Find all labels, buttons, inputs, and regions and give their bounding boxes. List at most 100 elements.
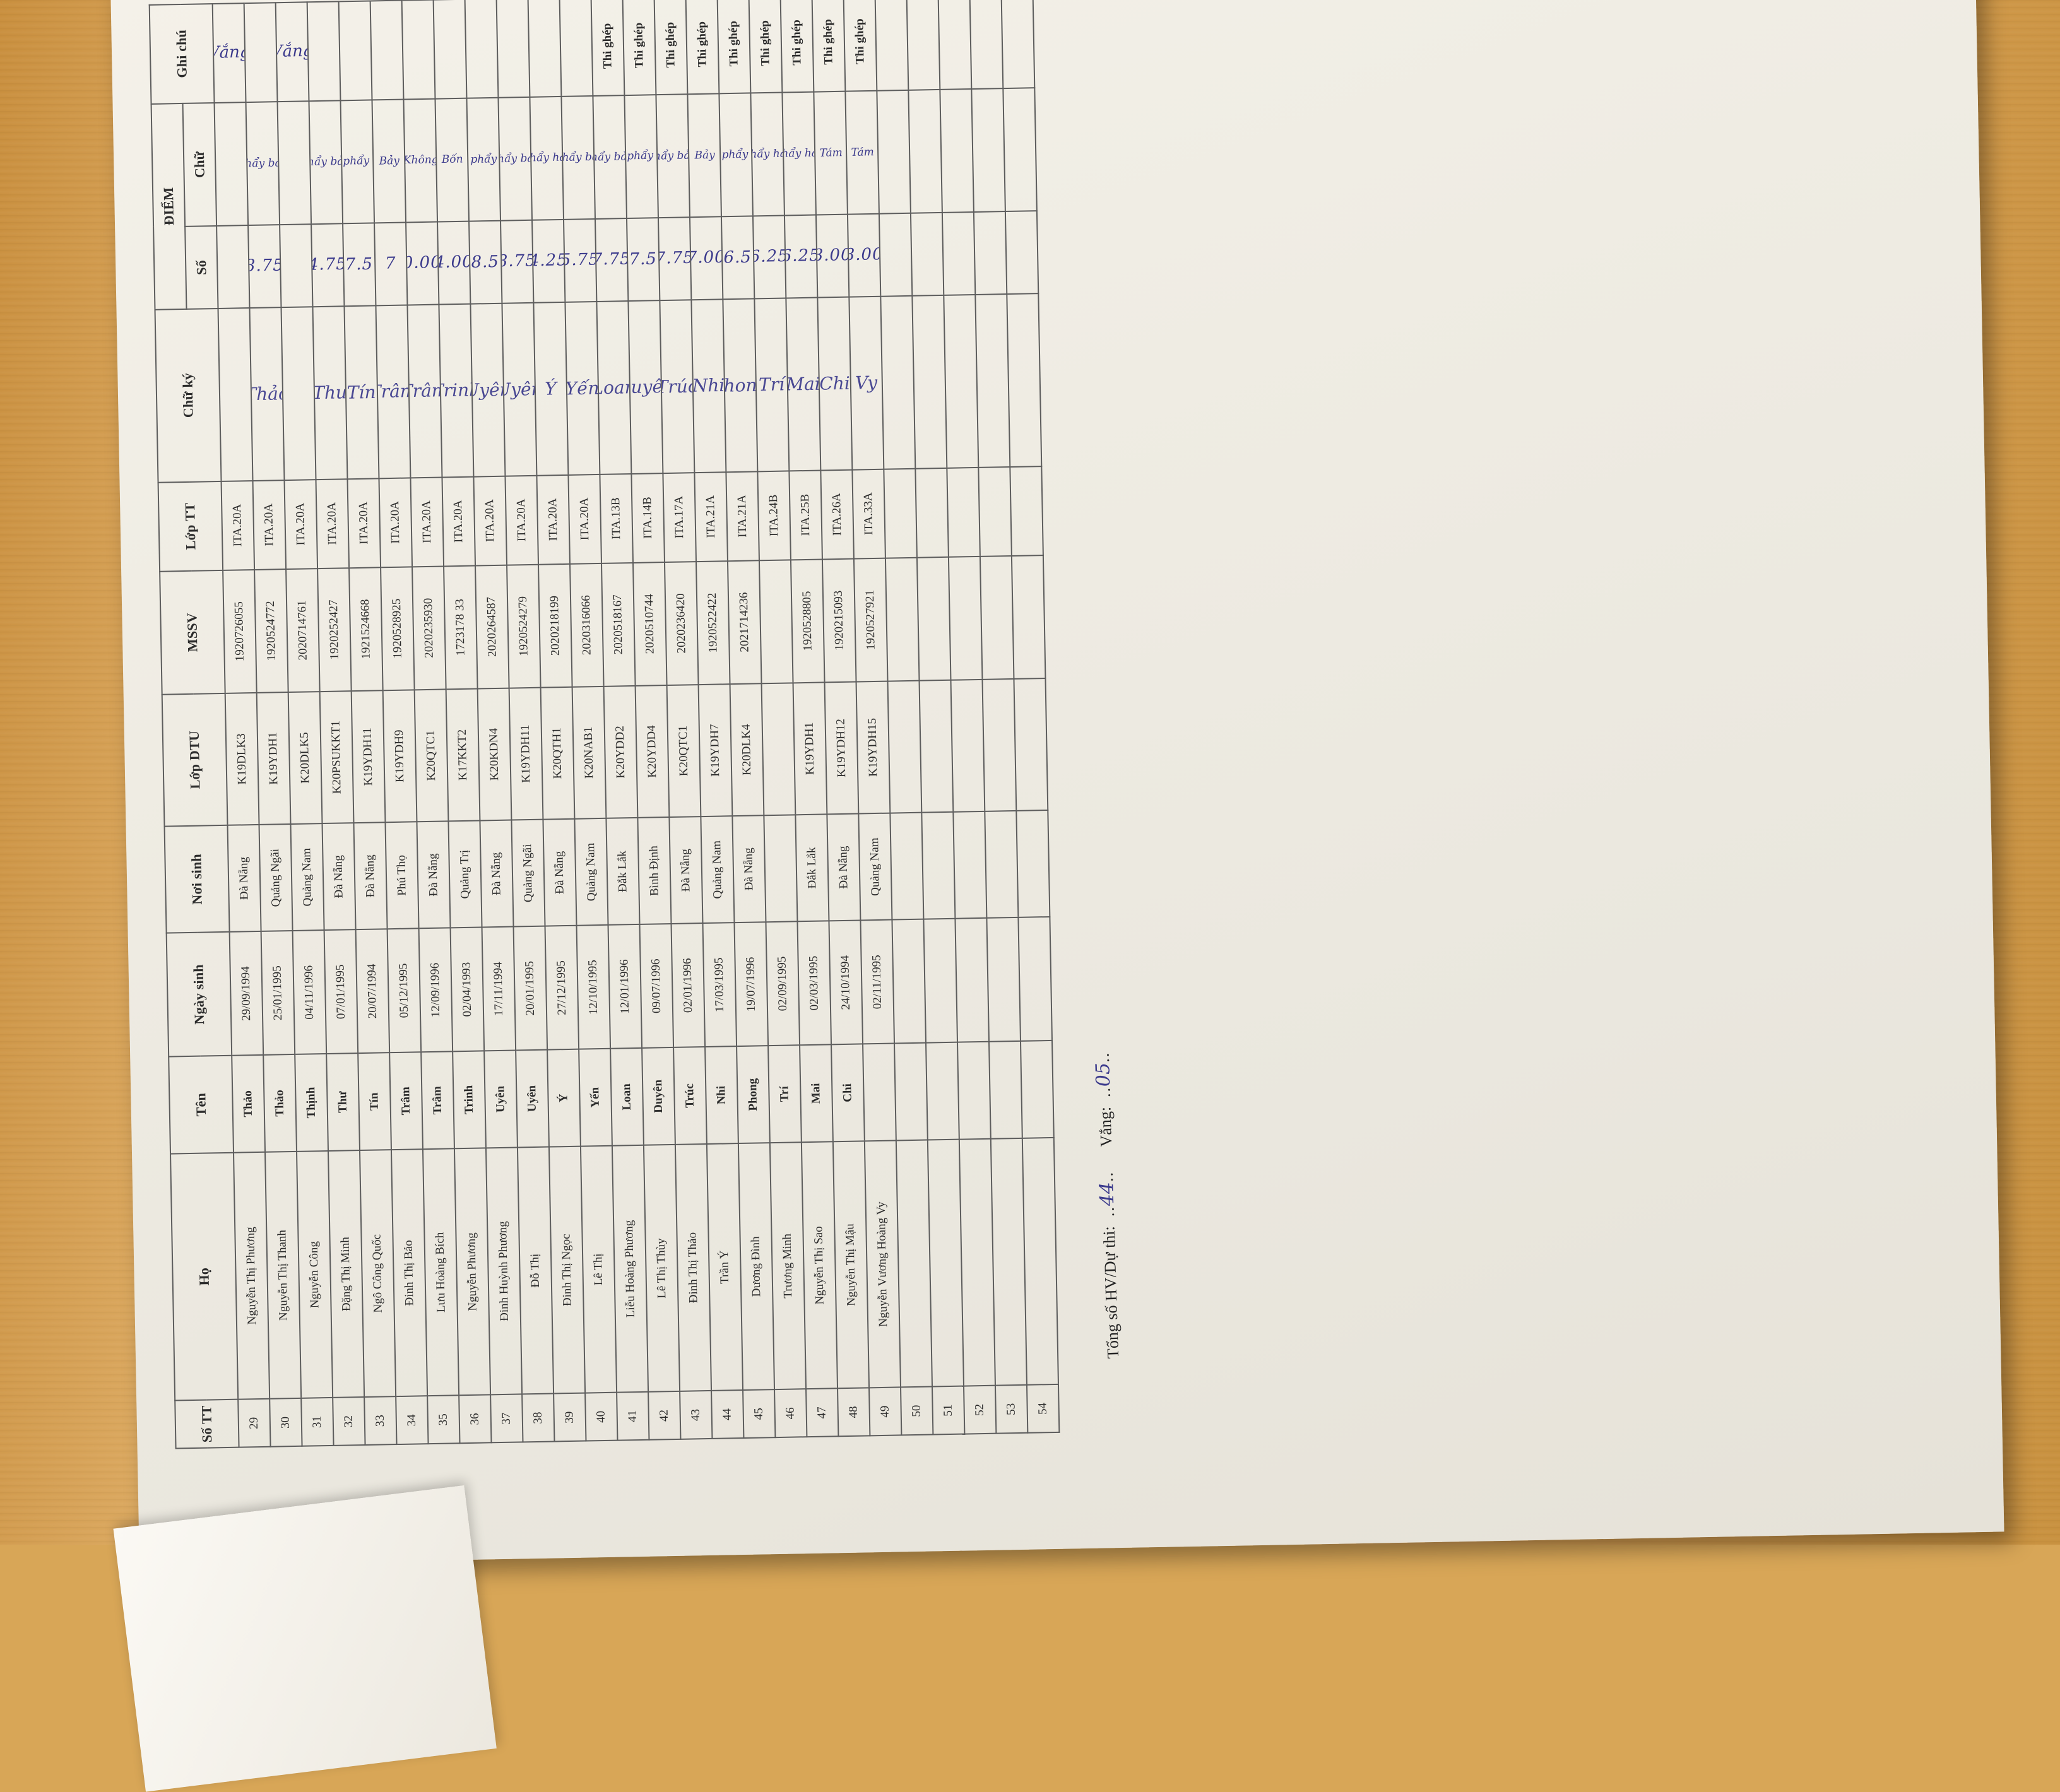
cell-diem_chu[interactable]: Tám phẩy bảy năm [498, 97, 533, 221]
cell-ghi_chu[interactable] [338, 1, 372, 100]
cell-diem_so[interactable] [973, 211, 1007, 295]
cell-diem_so[interactable]: 7.5 [626, 218, 660, 301]
cell-ghi_chu[interactable]: Vắng [212, 3, 246, 103]
cell-ghi_chu[interactable]: Thi ghép [622, 0, 656, 95]
cell-diem_chu[interactable]: Bốn phẩy hai năm [530, 96, 564, 221]
cell-diem_chu[interactable] [940, 88, 974, 213]
cell-diem_chu[interactable]: Tám [845, 90, 879, 215]
cell-chu_ky[interactable]: Vy [849, 296, 884, 470]
cell-diem_so[interactable]: 7.5 [343, 223, 376, 307]
cell-diem_so[interactable]: 5.75 [564, 219, 597, 302]
cell-diem_so[interactable]: 8.5 [469, 221, 502, 304]
cell-chu_ky[interactable] [912, 295, 947, 469]
cell-diem_chu[interactable]: Tám phẩy bảy năm [246, 101, 280, 226]
cell-diem_chu[interactable] [1003, 87, 1037, 212]
cell-chu_ky[interactable]: Uyên [502, 302, 537, 476]
cell-diem_so[interactable]: 8.75 [248, 225, 281, 308]
cell-diem_so[interactable]: 6.5 [721, 216, 755, 300]
cell-chu_ky[interactable] [1007, 293, 1042, 467]
cell-chu_ky[interactable]: Loan [596, 300, 632, 475]
cell-ghi_chu[interactable] [244, 3, 278, 102]
cell-diem_chu[interactable]: Sáu phẩy hai năm [782, 91, 816, 216]
cell-chu_ky[interactable]: Trâm [376, 305, 411, 478]
cell-diem_chu[interactable] [214, 102, 249, 227]
cell-diem_chu[interactable]: Tám [814, 91, 848, 215]
cell-ghi_chu[interactable]: Thi ghép [717, 0, 751, 93]
cell-ghi_chu[interactable]: Vắng [275, 2, 309, 102]
cell-chu_ky[interactable]: Thư [312, 306, 348, 480]
cell-diem_chu[interactable]: Bốn phẩy bảy năm [309, 100, 343, 225]
cell-ghi_chu[interactable] [401, 0, 435, 100]
cell-chu_ky[interactable]: Trúc [660, 299, 695, 473]
cell-chu_ky[interactable]: Trâm [407, 304, 442, 478]
cell-diem_chu[interactable]: Bảy [687, 93, 721, 218]
cell-diem_so[interactable]: 8.00 [847, 214, 881, 297]
cell-diem_so[interactable] [879, 213, 913, 297]
cell-diem_so[interactable]: 8.75 [500, 220, 534, 304]
cell-diem_so[interactable]: 7.00 [689, 216, 723, 300]
cell-diem_chu[interactable]: Bảy [372, 99, 406, 223]
cell-diem_so[interactable] [942, 212, 976, 295]
cell-ghi_chu[interactable]: Thi ghép [749, 0, 783, 93]
cell-chu_ky[interactable]: Tín [344, 305, 379, 479]
cell-ghi_chu[interactable] [528, 0, 562, 97]
cell-diem_so[interactable]: 4.75 [311, 223, 345, 307]
cell-diem_chu[interactable]: Sáu phẩy hai năm [750, 92, 784, 216]
cell-diem_so[interactable] [910, 213, 944, 296]
cell-ghi_chu[interactable]: Thi ghép [654, 0, 688, 95]
cell-ghi_chu[interactable] [307, 1, 341, 101]
cell-ghi_chu[interactable] [370, 0, 404, 100]
cell-chu_ky[interactable]: Nhi [691, 299, 726, 473]
cell-diem_so[interactable] [1005, 211, 1039, 294]
cell-diem_so[interactable]: 8.00 [815, 214, 849, 298]
cell-diem_so[interactable] [216, 225, 250, 309]
cell-ghi_chu[interactable] [496, 0, 530, 98]
cell-diem_so[interactable]: 6.25 [784, 215, 818, 298]
cell-diem_chu[interactable]: Năm phẩy bảy năm [561, 95, 596, 220]
cell-diem_chu[interactable]: Bảy phẩy bảy năm [656, 93, 690, 218]
cell-ghi_chu[interactable] [559, 0, 593, 97]
cell-chu_ky[interactable] [281, 306, 316, 480]
cell-ghi_chu[interactable]: Thi ghép [780, 0, 814, 93]
cell-chu_ky[interactable]: Uyên [470, 303, 506, 477]
cell-ghi_chu[interactable] [906, 0, 940, 90]
cell-ghi_chu[interactable] [465, 0, 499, 98]
cell-diem_chu[interactable]: Bảy phẩy năm [624, 94, 658, 219]
cell-chu_ky[interactable]: Phong [723, 298, 758, 472]
cell-chu_ky[interactable]: Trí [754, 298, 790, 471]
cell-diem_so[interactable]: 6.25 [752, 215, 786, 299]
cell-diem_so[interactable]: 7.75 [658, 217, 692, 300]
cell-ghi_chu[interactable]: Thi ghép [685, 0, 719, 94]
cell-chu_ky[interactable]: Trinh [439, 304, 474, 478]
cell-chu_ky[interactable] [975, 293, 1010, 468]
cell-ghi_chu[interactable] [433, 0, 467, 99]
cell-diem_chu[interactable] [971, 88, 1005, 213]
cell-diem_chu[interactable]: Bảy phẩy năm [340, 100, 375, 224]
cell-ghi_chu[interactable] [875, 0, 909, 91]
cell-diem_so[interactable]: 4.00 [437, 221, 471, 305]
cell-chu_ky[interactable]: Mai [786, 297, 821, 471]
cell-diem_so[interactable]: 0.00 [406, 221, 439, 305]
cell-diem_so[interactable] [280, 224, 313, 307]
cell-ghi_chu[interactable]: Thi ghép [843, 0, 877, 91]
cell-ghi_chu[interactable]: Thi ghép [591, 0, 625, 96]
cell-chu_ky[interactable]: Chi [817, 297, 853, 471]
cell-diem_chu[interactable]: Sáu phẩy năm [719, 93, 753, 217]
cell-diem_so[interactable]: 4.25 [532, 220, 565, 303]
cell-chu_ky[interactable]: Ý [533, 302, 569, 476]
cell-diem_chu[interactable] [877, 90, 911, 215]
cell-diem_chu[interactable] [277, 100, 312, 225]
cell-chu_ky[interactable] [944, 294, 979, 468]
cell-ghi_chu[interactable]: Thi ghép [812, 0, 846, 92]
cell-chu_ky[interactable]: Duyên [628, 300, 663, 474]
cell-chu_ky[interactable] [218, 307, 253, 481]
cell-ghi_chu[interactable] [1001, 0, 1035, 88]
cell-diem_chu[interactable]: Tám phẩy năm [466, 97, 501, 221]
cell-ghi_chu[interactable] [938, 0, 972, 90]
cell-chu_ky[interactable] [880, 295, 916, 469]
cell-ghi_chu[interactable] [969, 0, 1003, 89]
cell-diem_chu[interactable] [908, 89, 942, 214]
cell-diem_so[interactable]: 7 [374, 222, 408, 306]
cell-diem_chu[interactable]: Không [403, 98, 438, 223]
cell-diem_chu[interactable]: Bốn [435, 98, 470, 222]
